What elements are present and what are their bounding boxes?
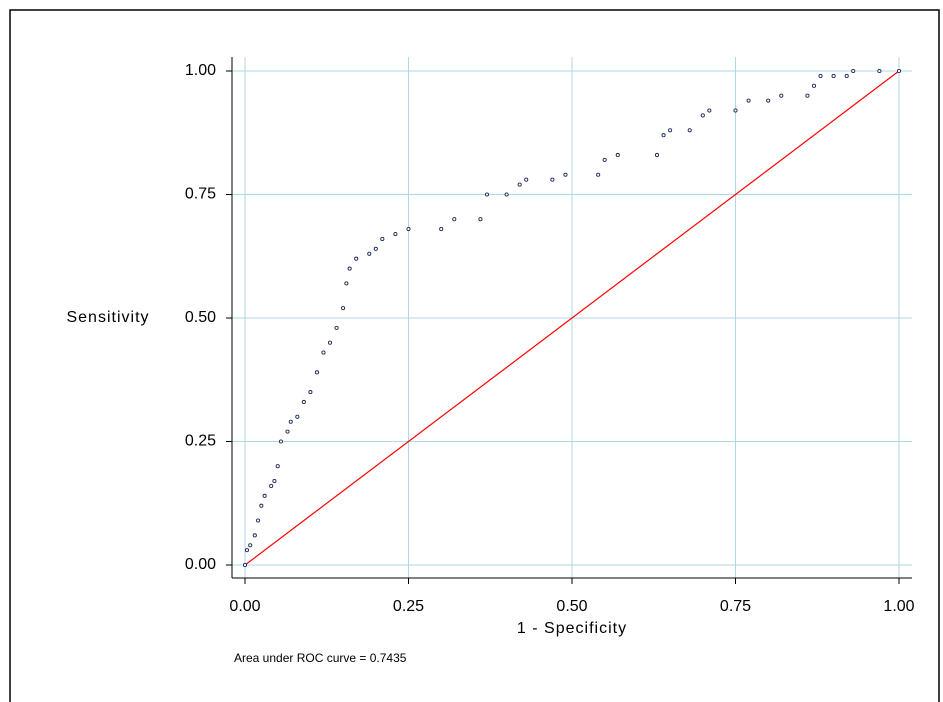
roc-point [278, 439, 284, 444]
roc-point [308, 390, 313, 395]
roc-point [288, 419, 293, 424]
y-tick-label: 0.25 [185, 433, 216, 450]
x-tick-label: 0.75 [720, 598, 751, 615]
roc-point [563, 172, 568, 177]
x-tick-label: 0.25 [393, 598, 424, 615]
roc-point [615, 152, 620, 158]
roc-point [484, 192, 490, 197]
roc-point [262, 493, 267, 498]
roc-point [746, 98, 751, 103]
roc-point [393, 231, 398, 237]
roc-point [733, 108, 738, 113]
roc-point [524, 177, 529, 182]
roc-point [248, 543, 253, 548]
roc-point [256, 518, 261, 523]
roc-point [344, 281, 349, 286]
roc-point [596, 172, 601, 177]
y-tick-label: 0.75 [185, 186, 216, 203]
roc-point [347, 266, 352, 271]
roc-point [295, 414, 300, 419]
roc-point [301, 399, 306, 405]
roc-point [367, 251, 372, 256]
roc-point [766, 98, 771, 103]
roc-point [818, 73, 823, 78]
roc-point [259, 503, 264, 508]
roc-point [452, 217, 457, 222]
roc-point [687, 128, 692, 133]
annotation: Area under ROC curve = 0.7435 [234, 651, 407, 665]
roc-point [661, 133, 666, 138]
roc-point [517, 182, 522, 187]
roc-point [252, 533, 257, 538]
y-tick-label: 0.00 [185, 556, 216, 573]
roc-point [478, 217, 483, 222]
roc-point [373, 246, 378, 251]
roc-point [831, 73, 836, 78]
x-tick-label: 0.00 [229, 598, 260, 615]
roc-point [285, 429, 290, 434]
roc-point [668, 128, 673, 133]
roc-point [406, 227, 411, 232]
x-tick-label: 0.50 [556, 598, 587, 615]
roc-point [242, 562, 248, 568]
roc-point [896, 68, 902, 74]
roc-point [314, 370, 319, 375]
y-tick-label: 0.50 [185, 309, 216, 326]
roc-point [844, 73, 849, 78]
frame [9, 9, 940, 702]
roc-point [275, 464, 280, 469]
roc-point [504, 192, 509, 197]
roc-point [550, 177, 555, 182]
roc-point [805, 93, 810, 98]
y-tick-label: 1.00 [185, 62, 216, 79]
roc-point [779, 93, 784, 98]
x-axis-title: 1 - Specificity [517, 620, 627, 637]
roc-point [700, 113, 705, 118]
roc-point [354, 256, 359, 261]
roc-point [851, 68, 856, 74]
roc-point [244, 548, 250, 553]
roc-point [654, 152, 660, 158]
roc-point [707, 108, 712, 113]
roc-point [877, 68, 882, 74]
x-tick-label: 1.00 [883, 598, 914, 615]
roc-point [380, 236, 385, 242]
roc-point [272, 478, 277, 484]
roc-point [327, 340, 333, 345]
reference-line [244, 70, 900, 566]
roc-point [269, 483, 274, 489]
roc-point [341, 306, 346, 311]
roc-point [439, 227, 444, 232]
roc-point [334, 325, 339, 330]
roc-point [321, 350, 326, 355]
y-axis-title: Sensitivity [66, 309, 149, 326]
roc-point [602, 157, 607, 162]
roc-point [811, 83, 817, 88]
